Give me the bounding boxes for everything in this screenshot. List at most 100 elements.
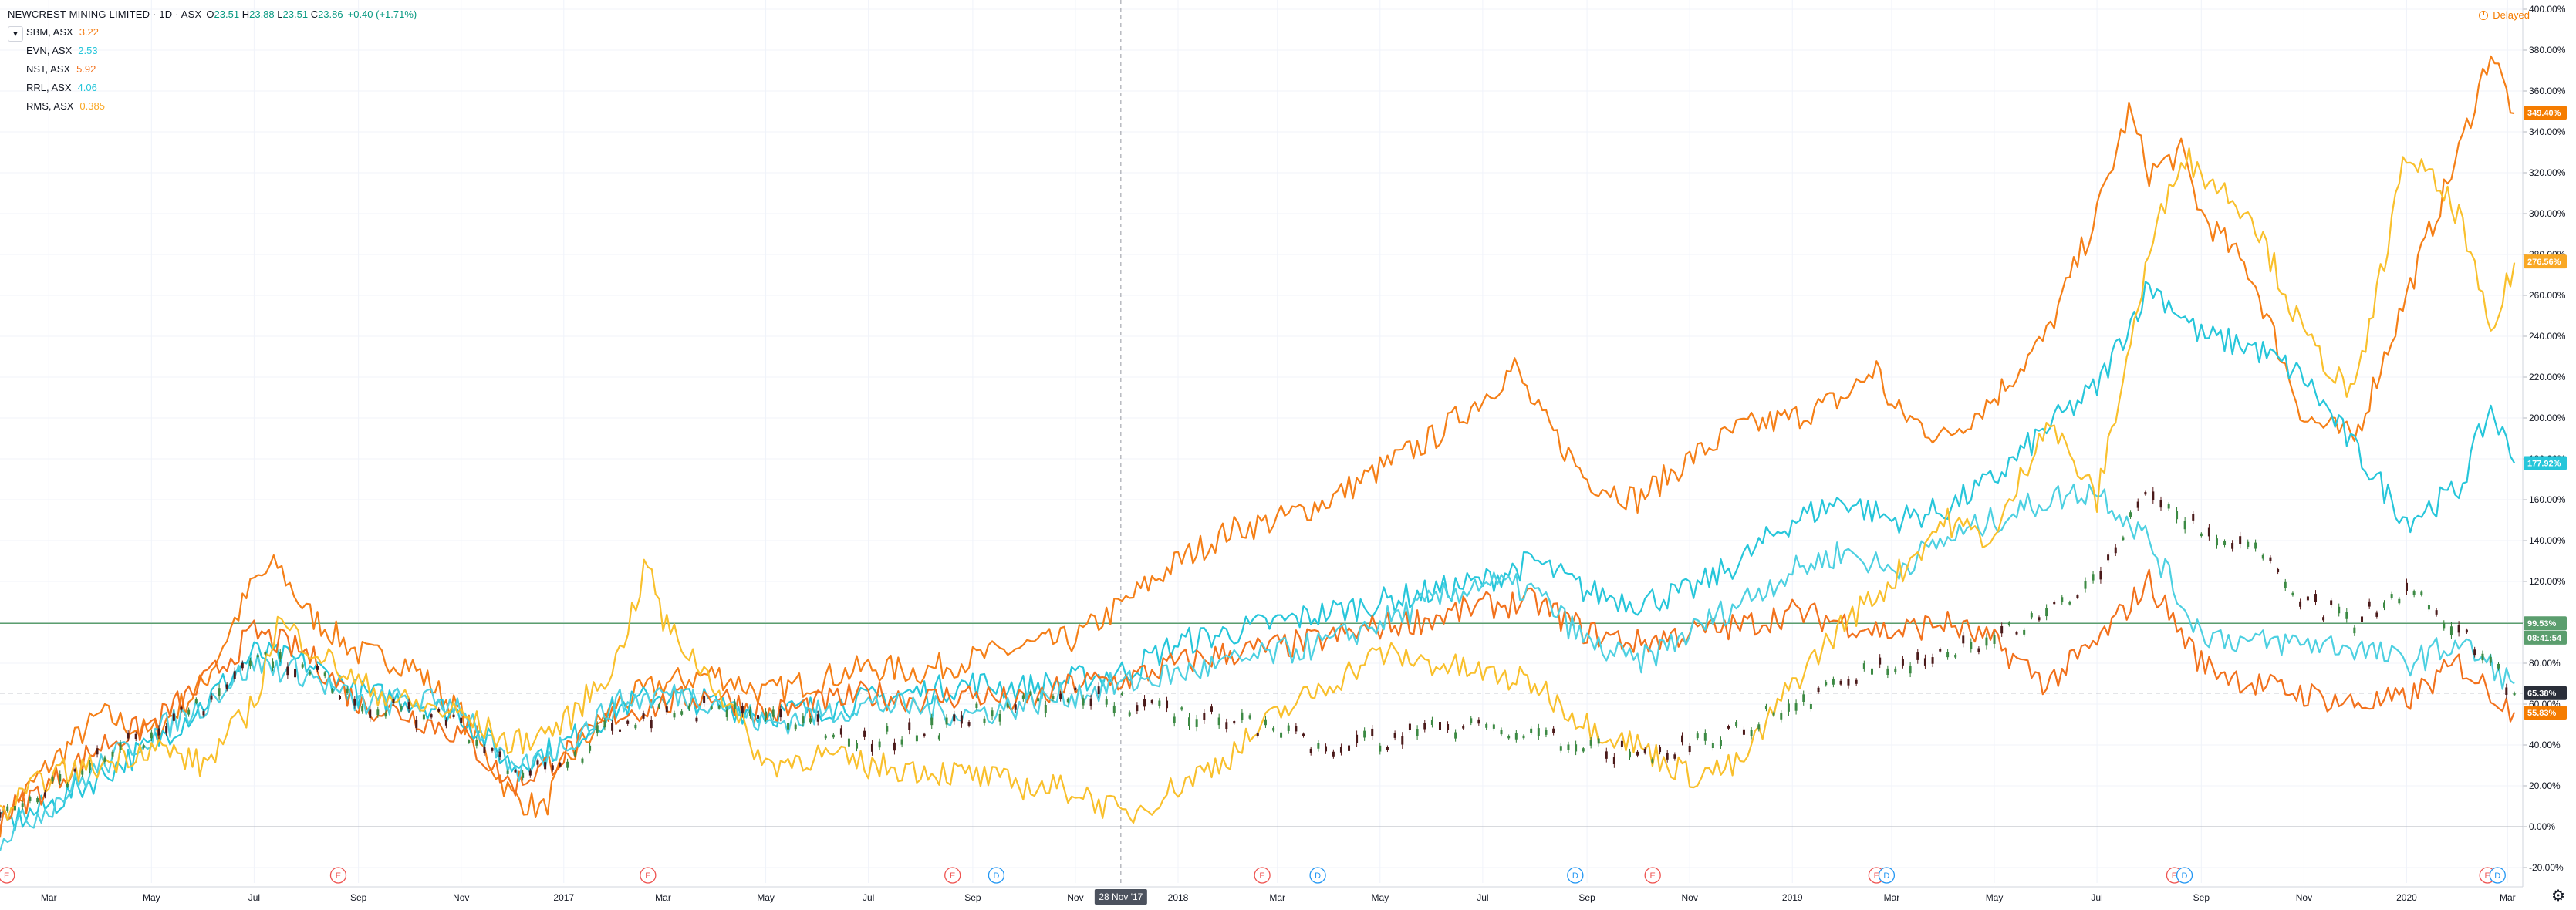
candle-body [2449,626,2453,635]
candle-body [581,758,584,763]
ohlc-low-value: 23.51 [282,8,309,20]
candle-body [1636,751,1639,756]
candle-body [1401,736,1404,745]
y-tick-label: 360.00% [2529,86,2566,96]
candle-body [1379,745,1382,752]
candle-body [2099,571,2102,580]
compare-value: 5.92 [76,63,96,75]
x-tick-label: May [1371,892,1389,903]
candle-body [771,709,775,717]
candle-body [710,706,713,709]
crosshair-date-box [1094,889,1147,905]
candle-body [1309,748,1312,753]
compare-row-evn[interactable]: EVN, ASX 2.53 [8,42,417,60]
candle-body [2167,504,2170,509]
compare-row-rrl[interactable]: RRL, ASX 4.06 [8,79,417,97]
event-label: E [950,871,955,881]
candle-body [444,720,447,726]
candle-body [2277,568,2280,573]
compare-symbol-list: SBM, ASX 3.22 EVN, ASX 2.53 NST, ASX 5.9… [8,23,417,116]
candle-body [2306,596,2309,601]
candle-body [1787,703,1790,712]
candle-body [1173,716,1176,723]
ohlc-low-key: L [277,8,283,20]
candle-body [2247,541,2250,547]
candle-body [241,662,244,669]
candle-body [2159,500,2162,508]
candle-body [2254,542,2257,549]
candle-body [172,713,175,721]
candle-body [1052,696,1055,699]
candle-body [1143,699,1146,707]
candle-body [248,660,252,667]
candle-body [1217,717,1220,726]
symbol-title[interactable]: NEWCREST MINING LIMITED · 1D · ASX [8,8,202,20]
x-tick-label: 2017 [553,892,574,903]
candle-body [2330,600,2333,605]
candle-body [528,770,532,776]
candle-body [1575,744,1578,752]
candle-body [2144,492,2147,495]
candle-body [2375,612,2378,617]
candle-body [6,806,9,811]
candle-body [2231,543,2234,549]
candle-body [1901,659,1904,666]
event-label: D [993,871,999,881]
candle-body [1408,723,1411,730]
candle-body [2015,632,2018,635]
candle-body [802,716,805,723]
dividend-marker [1309,867,1326,884]
candle-body [1363,730,1366,738]
event-label: E [2172,871,2177,881]
candle-body [1962,635,1965,644]
candle-body [1332,751,1335,757]
y-tick-label: 80.00% [2529,658,2561,669]
candle-body [1225,722,1228,730]
series-line-rms [0,147,2516,824]
candle-body [2061,597,2064,603]
chevron-down-icon[interactable]: ▼ [8,26,23,42]
delayed-indicator[interactable]: Delayed [2479,9,2530,21]
candle-body [1879,657,1882,665]
compare-row-nst[interactable]: NST, ASX 5.92 [8,60,417,79]
y-tick-label: 200.00% [2529,413,2566,423]
candle-body [103,757,106,762]
candle-body [483,747,486,753]
candle-body [603,721,606,728]
candle-body [1507,736,1511,739]
candle-body [1438,722,1441,730]
candle-body [536,760,539,765]
candle-body [2497,663,2500,669]
candle-body [1264,719,1267,726]
candle-body [544,762,547,770]
candle-body [1256,733,1259,736]
candle-body [1862,663,1865,669]
candle-body [21,803,24,807]
candle-body [331,689,334,693]
candle-body [1939,649,1942,652]
event-label: E [336,871,341,881]
compare-row-rms[interactable]: RMS, ASX 0.385 [8,97,417,116]
candle-body [2007,622,2010,625]
candle-body [680,711,684,715]
candle-body [2412,592,2416,595]
candle-body [165,726,168,733]
candle-body [953,714,956,722]
candle-body [309,671,312,675]
candle-body [522,772,525,778]
candle-body [475,740,478,746]
gear-icon[interactable]: ⚙ [2551,888,2565,905]
x-tick-label: Mar [1884,892,1900,903]
candle-body [1659,747,1662,753]
candle-body [1195,719,1198,727]
candle-body [787,723,790,730]
candle-body [1651,759,1654,763]
compare-row-sbm[interactable]: SBM, ASX 3.22 [8,23,417,42]
candle-body [1287,725,1290,731]
candle-body [650,720,653,729]
candle-body [1522,735,1525,739]
candle-body [187,709,191,715]
candle-body [1514,733,1518,740]
